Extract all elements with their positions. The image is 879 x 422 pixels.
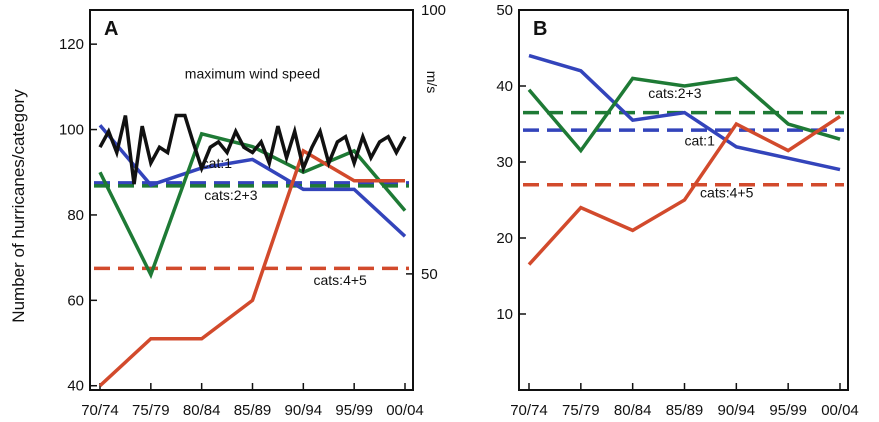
x-tick-label: 70/74 — [510, 402, 548, 419]
y2-tick-label: 50 — [421, 266, 438, 283]
y-tick-label: 100 — [59, 122, 84, 139]
series-line-cats45 — [98, 148, 405, 388]
x-tick-label: 75/79 — [562, 402, 600, 419]
series-line-cat1 — [98, 124, 407, 238]
y2-tick-label: 100 — [421, 2, 446, 19]
plot-frame — [89, 9, 414, 391]
y-tick-label: 20 — [496, 230, 513, 247]
panel-b: B 10 20 30 40 50 70/74 75/79 80/84 85/89 90/94 95/9… — [496, 2, 858, 419]
series-label-cat1: cat:1 — [685, 132, 716, 148]
series-label-cats45: cats:4+5 — [700, 185, 754, 201]
x-tick-label: 80/84 — [183, 402, 221, 419]
series-label-cats23: cats:2+3 — [648, 85, 702, 101]
y-tick-label: 80 — [67, 207, 84, 224]
series-line-wind-speed — [98, 113, 407, 185]
plot-frame — [518, 9, 849, 391]
series-line-cats45 — [527, 114, 841, 266]
series-line-cat1 — [528, 53, 841, 172]
panel-letter: A — [104, 18, 118, 40]
x-tick-label: 95/99 — [769, 402, 807, 419]
series-label-cats23: cats:2+3 — [204, 187, 258, 203]
x-tick-label: 90/94 — [285, 402, 323, 419]
x-tick-label: 80/84 — [614, 402, 652, 419]
panel-letter: B — [533, 18, 547, 40]
x-tick-label: 00/04 — [821, 402, 859, 419]
x-tick-label: 85/89 — [666, 402, 704, 419]
x-tick-label: 85/89 — [234, 402, 272, 419]
series-line-cats23 — [527, 76, 841, 154]
y-tick-label: 40 — [496, 78, 513, 95]
y-tick-label: 40 — [67, 378, 84, 395]
y-tick-label: 120 — [59, 36, 84, 53]
series-label-cat1: cat:1 — [202, 155, 233, 171]
x-tick-label: 95/99 — [335, 402, 373, 419]
y-tick-label: 50 — [496, 2, 513, 19]
y-tick-label: 60 — [67, 292, 84, 309]
panel-a: A 40 60 80 100 120 70/74 75/79 80/84 85/89 90/94 95… — [59, 2, 446, 419]
y2-axis-label: m/s — [424, 71, 440, 94]
y-tick-label: 30 — [496, 154, 513, 171]
y-axis-label: Number of hurricanes/category — [9, 89, 28, 323]
series-label-wind-speed: maximum wind speed — [185, 66, 320, 82]
x-tick-label: 90/94 — [718, 402, 756, 419]
series-line-cats23 — [98, 131, 407, 280]
x-tick-label: 75/79 — [132, 402, 170, 419]
y-tick-label: 10 — [496, 306, 513, 323]
series-label-cats45: cats:4+5 — [314, 272, 368, 288]
x-tick-label: 00/04 — [386, 402, 424, 419]
x-tick-label: 70/74 — [81, 402, 119, 419]
